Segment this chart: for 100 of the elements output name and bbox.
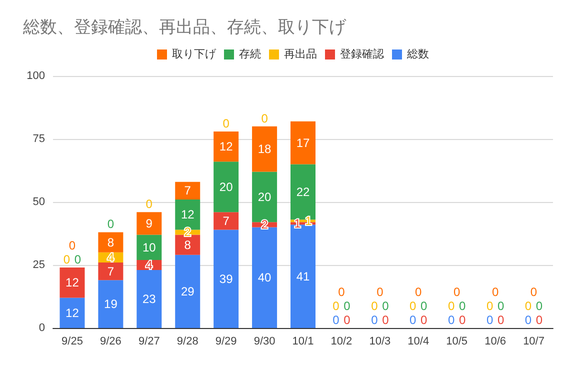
data-label: 0 [420,299,428,313]
data-label: 0 [68,238,76,253]
data-label: 0 [454,285,460,299]
x-tick-label: 9/26 [100,336,122,348]
legend-label: 取り下げ [172,48,217,60]
data-label: 0 [344,313,351,327]
data-label: 41 [296,269,310,284]
data-label: 0 [536,313,543,327]
data-label: 12 [219,140,234,154]
bar [252,126,278,172]
data-label: 20 [219,180,234,194]
data-label: 0 [524,299,532,313]
data-label: 17 [296,136,310,150]
data-label: 0 [486,313,494,327]
data-label: 0 [261,111,268,126]
legend-label: 再出品 [284,48,317,60]
y-tick-label: 25 [32,259,45,271]
data-label: 0 [376,285,384,299]
data-label: 0 [497,313,504,327]
data-label: 0 [146,197,153,212]
data-label: 0 [410,299,417,313]
data-label: 39 [219,272,234,286]
legend-label: 登録確認 [340,48,384,60]
y-tick-label: 50 [32,196,45,208]
bar [175,254,200,328]
data-label: 7 [184,184,192,198]
data-label: 8 [107,235,114,250]
x-tick-label: 10/6 [484,336,506,348]
data-label: 0 [524,313,532,327]
data-label: 40 [258,270,272,285]
data-label: 0 [459,299,466,313]
x-tick-label: 9/29 [215,336,237,348]
bar [60,268,85,298]
data-label: 22 [296,184,310,199]
x-tick-label: 10/4 [408,336,430,348]
bar [98,262,124,280]
x-tick-label: 10/1 [292,336,314,348]
data-label: 0 [338,285,346,299]
x-tick-label: 9/25 [62,336,83,348]
x-tick-label: 9/27 [138,336,160,348]
data-label: 29 [180,284,195,298]
x-tick-label: 10/5 [446,336,468,348]
data-label: 0 [415,285,422,299]
data-label: 20 [258,190,272,204]
bar [214,162,239,212]
data-label: 23 [142,292,156,306]
bar [98,232,124,252]
bar [214,131,239,162]
bar [175,182,200,200]
y-tick-label: 75 [32,133,45,145]
data-label: 0 [448,299,455,313]
data-label: 0 [107,217,114,232]
data-label: 4 [107,250,114,264]
data-label: 12 [66,306,80,320]
chart-title: 総数、登録確認、再出品、存続、取り下げ [22,18,347,38]
data-label: 2 [184,225,192,240]
data-label: 7 [107,264,114,278]
legend-label: 存続 [239,48,261,60]
data-label: 0 [459,313,466,327]
data-label: 0 [497,299,504,313]
data-label: 18 [258,142,272,156]
bar [136,234,162,260]
data-label: 0 [486,299,494,313]
legend-label: 総数 [406,48,429,60]
data-label: 0 [332,313,340,327]
data-label: 0 [448,313,455,327]
data-label: 0 [536,299,543,313]
data-label: 7 [222,214,230,228]
x-tick-label: 9/30 [254,336,276,348]
x-tick-label: 10/7 [523,336,544,348]
x-tick-label: 9/28 [176,336,198,348]
y-tick-label: 0 [38,322,45,334]
data-label: 0 [332,299,340,313]
bar [60,298,85,328]
data-label: 0 [420,313,428,327]
data-label: 0 [410,313,417,327]
x-tick-label: 10/3 [369,336,391,348]
data-label: 0 [382,313,390,327]
data-label: 0 [382,299,390,313]
bar [136,212,162,235]
data-label: 0 [63,252,70,267]
data-label: 0 [222,116,230,130]
bar [136,270,162,328]
data-label: 10 [142,240,156,254]
data-label: 12 [180,208,195,222]
y-tick-label: 100 [26,70,45,82]
data-label: 0 [74,252,82,267]
bar [214,212,239,230]
data-label: 4 [146,258,153,272]
data-label: 9 [146,216,153,230]
data-label: 0 [344,299,351,313]
data-label: 0 [492,285,499,299]
data-label: 0 [371,313,378,327]
x-tick-label: 10/2 [330,336,352,348]
data-label: 0 [530,285,538,299]
data-label: 12 [66,276,80,290]
bar [290,121,316,164]
data-label: 8 [184,238,192,252]
data-label: 0 [371,299,378,313]
bar [214,230,239,328]
